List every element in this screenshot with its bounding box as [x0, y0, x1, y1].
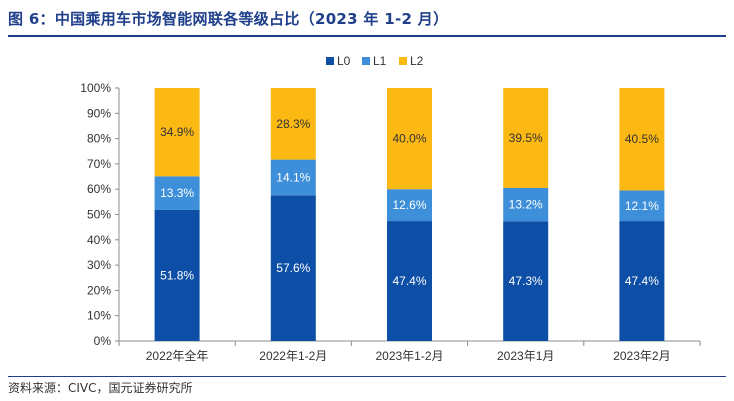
data-label-l1: 13.3% — [160, 186, 194, 200]
figure-title: 图 6：中国乘用车市场智能网联各等级占比（2023 年 1-2 月） — [8, 10, 449, 28]
data-label-l2: 40.5% — [625, 132, 659, 146]
x-tick-label: 2023年2月 — [613, 349, 670, 363]
bar-segment-l0 — [387, 221, 432, 341]
y-tick-label: 60% — [87, 182, 111, 196]
data-label-l0: 47.4% — [392, 274, 426, 288]
legend-swatch-l2 — [399, 57, 407, 65]
y-tick-label: 90% — [87, 106, 111, 120]
legend-swatch-l0 — [326, 57, 334, 65]
legend-label-l1: L1 — [373, 54, 387, 68]
bar-segment-l2 — [503, 88, 549, 188]
data-label-l1: 14.1% — [276, 170, 310, 184]
x-tick-label: 2023年1月 — [497, 349, 554, 363]
y-tick-label: 0% — [94, 334, 112, 348]
data-label-l2: 40.0% — [392, 132, 426, 146]
legend-label-l2: L2 — [410, 54, 424, 68]
bar-segment-l0 — [619, 221, 665, 341]
bar-segment-l1 — [387, 189, 432, 222]
y-tick-label: 80% — [87, 132, 111, 146]
bar-segment-l1 — [619, 190, 665, 222]
data-label-l1: 12.6% — [392, 198, 426, 212]
bar-segment-l0 — [503, 221, 549, 341]
stacked-bar-chart: 0% 10% 20% 30% 40% 50% 60% 70% 80% 90% 100% 51.8% 13… — [80, 54, 701, 363]
y-tick-label: 10% — [87, 309, 111, 323]
bar-segment-l2 — [270, 88, 316, 160]
bar-segment-l1 — [503, 187, 549, 222]
bar-segment-l2 — [619, 88, 665, 191]
y-tick-label: 100% — [80, 81, 111, 95]
x-tick-label: 2023年1-2月 — [375, 349, 443, 363]
y-tick-label: 40% — [87, 233, 111, 247]
bar-segment-l0 — [154, 209, 200, 341]
data-label-l2: 34.9% — [160, 125, 194, 139]
x-tick-label: 2022年全年 — [146, 348, 209, 363]
data-label-l2: 28.3% — [276, 117, 310, 131]
data-label-l0: 57.6% — [276, 261, 310, 275]
data-label-l0: 51.8% — [160, 268, 194, 282]
bar-segment-l2 — [154, 88, 200, 177]
bar-segment-l1 — [154, 176, 200, 210]
legend-swatch-l1 — [362, 57, 370, 65]
y-tick-label: 70% — [87, 157, 111, 171]
title-rule — [8, 35, 726, 37]
y-tick-label: 20% — [87, 283, 111, 297]
data-label-l2: 39.5% — [509, 131, 543, 145]
legend-label-l0: L0 — [337, 54, 351, 68]
y-tick-label: 30% — [87, 258, 111, 272]
data-label-l1: 13.2% — [509, 198, 543, 212]
bar-segment-l2 — [387, 88, 432, 190]
bar-segment-l0 — [270, 195, 316, 341]
x-tick-label: 2022年1-2月 — [259, 349, 327, 363]
bar-segment-l1 — [270, 159, 316, 196]
y-tick-label: 50% — [87, 208, 111, 222]
data-label-l1: 12.1% — [625, 199, 659, 213]
source-note: 资料来源：CIVC，国元证券研究所 — [8, 381, 193, 395]
data-label-l0: 47.3% — [509, 274, 543, 288]
data-label-l0: 47.4% — [625, 274, 659, 288]
source-rule — [8, 376, 726, 377]
